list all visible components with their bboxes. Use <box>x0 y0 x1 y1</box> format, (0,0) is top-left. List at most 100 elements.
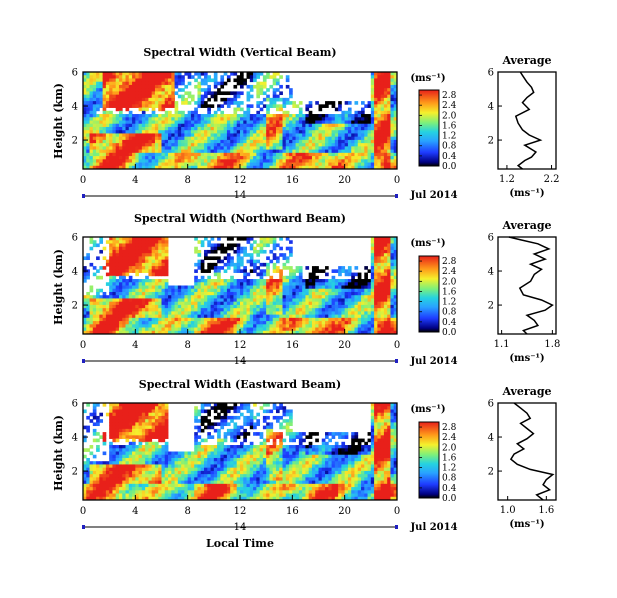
heatmap-cell <box>357 120 362 125</box>
heatmap-cell <box>115 143 120 147</box>
heatmap-cell <box>125 314 130 319</box>
heatmap-cell <box>393 269 398 273</box>
heatmap-cell <box>240 133 244 138</box>
heatmap-cell <box>279 311 283 315</box>
heatmap-cell <box>315 291 319 296</box>
heatmap-cell <box>383 104 388 108</box>
heatmap-cell <box>266 88 270 92</box>
heatmap-cell <box>174 295 179 299</box>
heatmap-cell <box>240 156 244 160</box>
heatmap-cell <box>109 480 113 485</box>
heatmap-cell <box>266 114 270 118</box>
heatmap-cell <box>102 88 107 92</box>
heatmap-cell <box>223 288 228 293</box>
heatmap-cell <box>164 272 169 277</box>
heatmap-cell <box>105 314 110 319</box>
heatmap-cell <box>122 321 126 325</box>
heatmap-cell <box>262 295 267 299</box>
heatmap-cell <box>262 114 267 118</box>
heatmap-cell <box>325 321 329 325</box>
heatmap-cell <box>194 301 198 306</box>
heatmap-cell <box>325 156 329 160</box>
heatmap-cell <box>370 156 375 160</box>
heatmap-cell <box>92 409 97 414</box>
heatmap-cell <box>158 304 162 309</box>
heatmap-cell <box>86 126 90 131</box>
heatmap-cell <box>92 91 97 96</box>
heatmap-cell <box>256 327 261 332</box>
heatmap-cell <box>86 317 90 322</box>
heatmap-cell <box>141 308 146 312</box>
heatmap-cell <box>331 269 336 273</box>
heatmap-cell <box>204 156 208 160</box>
heatmap-cell <box>377 120 382 125</box>
heatmap-cell <box>236 94 241 99</box>
heatmap-cell <box>154 162 159 167</box>
heatmap-cell <box>272 136 277 141</box>
heatmap-cell <box>86 457 90 462</box>
heatmap-cell <box>311 317 316 322</box>
heatmap-cell <box>115 327 120 332</box>
heatmap-cell <box>96 243 100 248</box>
heatmap-cell <box>135 327 139 332</box>
heatmap-cell <box>200 275 205 280</box>
heatmap-cell <box>115 321 120 325</box>
heatmap-cell <box>125 104 130 108</box>
heatmap-cell <box>236 159 241 163</box>
heatmap-cell <box>334 133 339 138</box>
heatmap-cell <box>154 120 159 125</box>
heatmap-cell <box>115 165 120 170</box>
heatmap-cell <box>161 117 166 121</box>
heatmap-cell <box>367 317 372 322</box>
heatmap-cell <box>181 291 185 296</box>
heatmap-cell <box>269 249 274 254</box>
heatmap-cell <box>112 256 117 261</box>
heatmap-cell <box>171 285 175 290</box>
heatmap-cell <box>207 321 211 325</box>
heatmap-cell <box>272 301 277 306</box>
heatmap-cell <box>282 97 287 102</box>
heatmap-cell <box>154 246 159 251</box>
heatmap-cell <box>377 266 382 270</box>
heatmap-cell <box>308 120 313 125</box>
heatmap-cell <box>86 487 90 491</box>
heatmap-cell <box>230 237 234 241</box>
heatmap-cell <box>86 327 90 332</box>
heatmap-cell <box>374 84 378 89</box>
heatmap-cell <box>315 304 319 309</box>
heatmap-cell <box>128 301 133 306</box>
heatmap-cell <box>370 91 375 96</box>
heatmap-cell <box>99 477 104 481</box>
heatmap-cell <box>105 317 110 322</box>
heatmap-cell <box>89 72 94 76</box>
heatmap-cell <box>308 146 313 150</box>
heatmap-cell <box>122 266 126 270</box>
heatmap-cell <box>338 152 342 157</box>
heatmap-cell <box>132 240 136 244</box>
heatmap-cell <box>390 240 395 244</box>
heatmap-cell <box>194 275 198 280</box>
heatmap-cell <box>177 314 182 319</box>
heatmap-cell <box>122 425 126 430</box>
heatmap-cell <box>135 237 139 241</box>
heatmap-cell <box>151 120 156 125</box>
heatmap-cell <box>243 301 247 306</box>
heatmap-cell <box>132 246 136 251</box>
heatmap-cell <box>204 317 208 322</box>
heatmap-cell <box>190 75 195 79</box>
heatmap-cell <box>109 464 113 469</box>
heatmap-cell <box>351 288 355 293</box>
heatmap-cell <box>109 291 113 296</box>
heatmap-cell <box>275 97 280 102</box>
heatmap-cell <box>370 304 375 309</box>
heatmap-cell <box>377 240 382 244</box>
heatmap-cell <box>374 101 378 105</box>
heatmap-cell <box>370 162 375 167</box>
heatmap-cell <box>275 104 280 108</box>
heatmap-cell <box>285 291 290 296</box>
heatmap-cell <box>92 467 97 472</box>
heatmap-cell <box>279 327 283 332</box>
heatmap-cell <box>344 123 349 128</box>
heatmap-cell <box>367 101 372 105</box>
heatmap-cell <box>83 143 87 147</box>
